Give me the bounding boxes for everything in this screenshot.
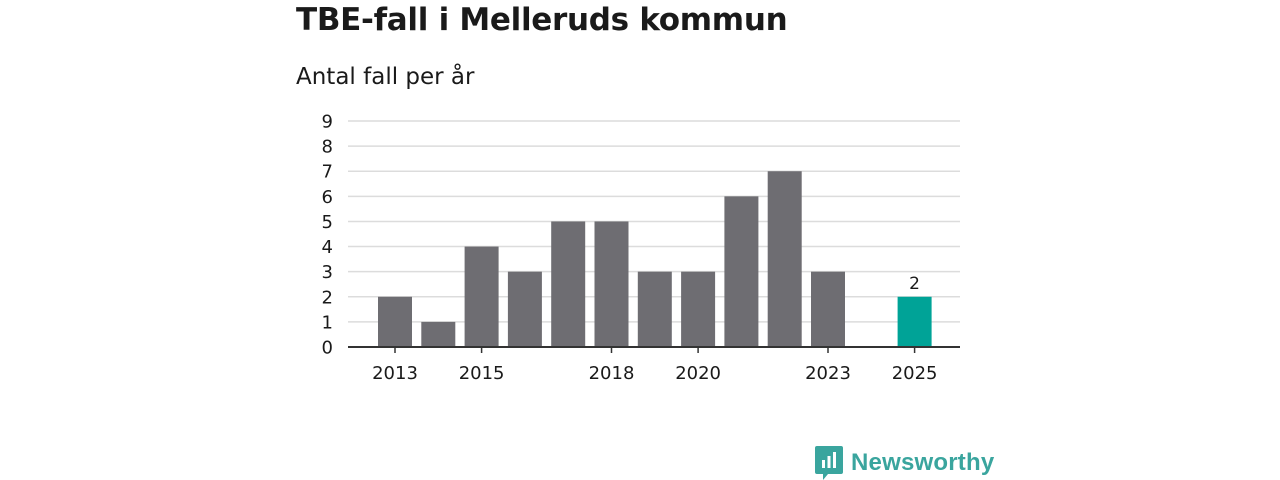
y-axis-ticks: 0 1 2 3 4 5 6 7 8 9: [322, 112, 333, 359]
bar-2018: [594, 221, 629, 347]
y-tick-label-9: 9: [322, 112, 333, 133]
x-tick-label-2025: 2025: [892, 363, 938, 384]
bar-2017: [551, 221, 586, 347]
x-tick-label-2018: 2018: [589, 363, 635, 384]
data-label-2025: 2: [909, 274, 920, 294]
x-tick-label-2015: 2015: [459, 363, 505, 384]
x-tick-label-2013: 2013: [372, 363, 418, 384]
x-tick-label-2023: 2023: [805, 363, 851, 384]
bar-2014: [421, 321, 456, 347]
chart-title: TBE-fall i Melleruds kommun: [296, 2, 788, 38]
bar-2025: [897, 296, 932, 347]
bars: [378, 171, 932, 347]
x-axis-ticks: 2013 2015 2018 2020 2023 2025: [372, 347, 938, 384]
bar-2023: [811, 271, 845, 347]
bar-2013: [378, 296, 412, 347]
bar-2015: [464, 246, 499, 347]
newsworthy-logo-icon: [815, 446, 843, 480]
data-labels: 2: [909, 274, 920, 294]
y-tick-label-6: 6: [322, 187, 333, 208]
bar-2016: [507, 271, 542, 347]
bar-2022: [767, 171, 802, 347]
bar-2019: [637, 271, 672, 347]
bar-2021: [724, 196, 759, 347]
x-tick-label-2020: 2020: [675, 363, 721, 384]
y-tick-label-2: 2: [322, 287, 333, 308]
y-tick-label-4: 4: [322, 237, 333, 258]
brand-name: Newsworthy: [851, 449, 995, 476]
bar-2020: [681, 271, 716, 347]
y-tick-label-3: 3: [322, 262, 333, 283]
y-tick-label-1: 1: [322, 312, 333, 333]
newsworthy-logo: Newsworthy: [815, 446, 994, 480]
y-tick-label-7: 7: [322, 162, 333, 183]
y-tick-label-5: 5: [322, 212, 333, 233]
y-tick-label-8: 8: [322, 137, 333, 158]
y-tick-label-0: 0: [322, 338, 333, 359]
chart-subtitle: Antal fall per år: [296, 64, 475, 90]
